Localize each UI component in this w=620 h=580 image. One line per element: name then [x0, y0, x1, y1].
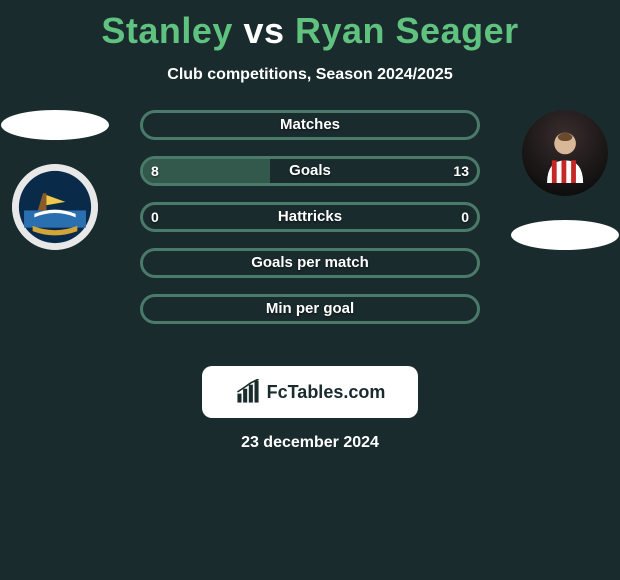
stat-label: Min per goal	[143, 297, 477, 321]
title-player-left: Stanley	[101, 10, 233, 51]
fctables-logo-text: FcTables.com	[267, 382, 386, 403]
stat-label: Goals	[143, 159, 477, 183]
stat-bar-hattricks: 00Hattricks	[140, 202, 480, 232]
title-vs: vs	[243, 10, 284, 51]
page-title: Stanley vs Ryan Seager	[0, 0, 620, 52]
stat-bar-matches: Matches	[140, 110, 480, 140]
stat-bar-goals-per-match: Goals per match	[140, 248, 480, 278]
club-crest-icon	[12, 164, 98, 250]
stat-label: Hattricks	[143, 205, 477, 229]
bar-chart-icon	[235, 379, 261, 405]
player-right-avatar	[522, 110, 608, 196]
comparison-area: Matches 813Goals 00Hattricks Goals per matc…	[0, 110, 620, 360]
stat-label: Goals per match	[143, 251, 477, 275]
stat-bar-goals: 813Goals	[140, 156, 480, 186]
stat-bar-min-per-goal: Min per goal	[140, 294, 480, 324]
player-right-column	[510, 110, 620, 250]
stat-label: Matches	[143, 113, 477, 137]
footer-date: 23 december 2024	[0, 434, 620, 452]
subtitle: Club competitions, Season 2024/2025	[0, 66, 620, 84]
player-left-avatar	[12, 164, 98, 250]
player-left-column	[0, 110, 110, 250]
player-right-name-oval	[511, 220, 619, 250]
player-photo-icon	[535, 123, 595, 183]
player-left-name-oval	[1, 110, 109, 140]
title-player-right: Ryan Seager	[295, 10, 519, 51]
stat-bars: Matches 813Goals 00Hattricks Goals per matc…	[140, 110, 480, 340]
fctables-logo: FcTables.com	[202, 366, 418, 418]
